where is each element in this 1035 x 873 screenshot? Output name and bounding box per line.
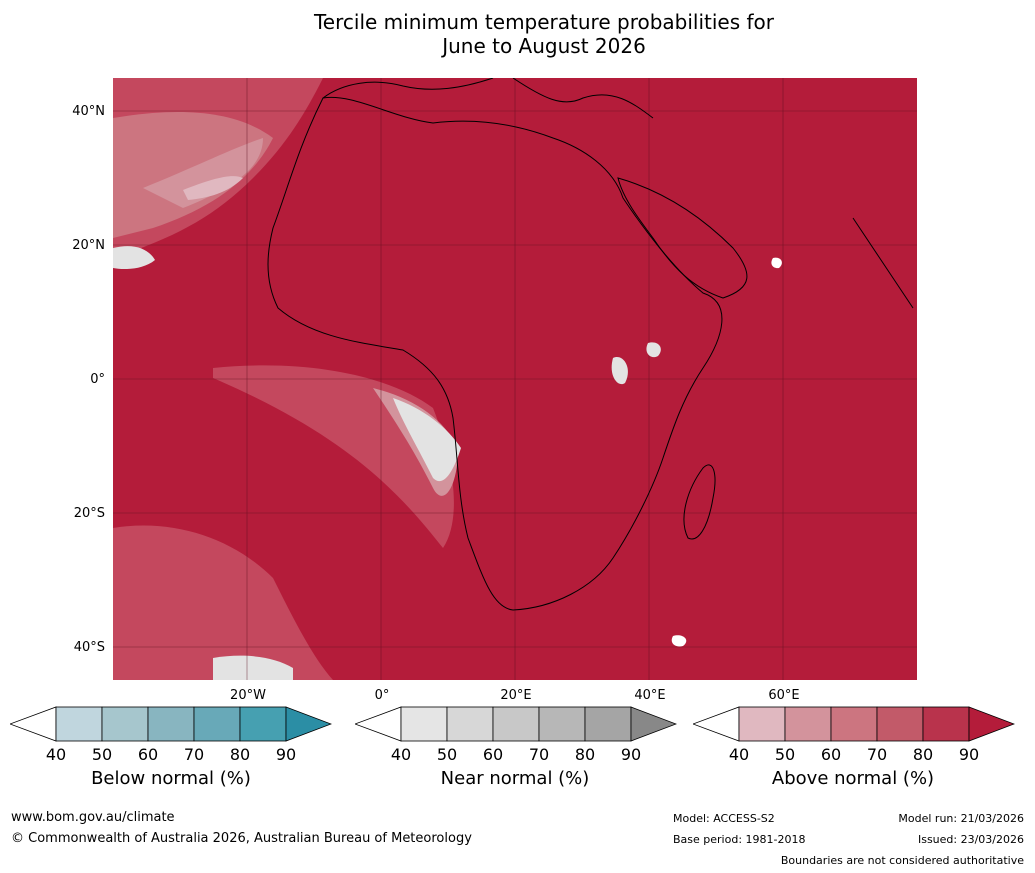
colorbar-above-tick: 60 bbox=[820, 745, 842, 764]
atlantic-band-3 bbox=[143, 138, 263, 208]
footer-issued: Issued: 23/03/2026 bbox=[917, 833, 1024, 846]
madagascar-coastline bbox=[683, 464, 716, 540]
south-indian-patch bbox=[671, 635, 687, 647]
colorbar-below-cell bbox=[101, 706, 149, 742]
colorbar-below-tick: 70 bbox=[183, 745, 205, 764]
chart-title: Tercile minimum temperature probabilitie… bbox=[0, 10, 1035, 58]
colorbar-above-tick: 70 bbox=[866, 745, 888, 764]
colorbar-below-cell bbox=[239, 706, 287, 742]
colorbar-near-cell bbox=[538, 706, 586, 742]
south-atlantic-near-normal bbox=[213, 655, 293, 680]
footer-model-run: Model run: 21/03/2026 bbox=[898, 812, 1024, 825]
colorbar-above-tick: 80 bbox=[912, 745, 934, 764]
colorbar-below-min-arrow bbox=[8, 706, 57, 742]
colorbar-above-tick: 90 bbox=[958, 745, 980, 764]
colorbar-above-cell bbox=[876, 706, 924, 742]
cape-verde-patch bbox=[113, 246, 155, 270]
gridlines bbox=[113, 78, 917, 680]
colorbar-above-tick: 50 bbox=[774, 745, 796, 764]
lon-label-0: 0° bbox=[374, 688, 390, 703]
colorbar-near-cell bbox=[492, 706, 540, 742]
south-atlantic-band bbox=[113, 525, 333, 680]
colorbar-below-normal bbox=[8, 706, 333, 746]
colorbar-near-tick: 80 bbox=[574, 745, 596, 764]
colorbar-above-min-arrow bbox=[691, 706, 740, 742]
colorbar-below-cell bbox=[193, 706, 241, 742]
east-africa-patch-1 bbox=[646, 342, 661, 358]
colorbar-above-max-arrow bbox=[968, 706, 1016, 742]
colorbar-near-title: Near normal (%) bbox=[440, 768, 590, 789]
colorbar-near-max-arrow bbox=[630, 706, 678, 742]
lon-label-20e: 20°E bbox=[500, 688, 532, 703]
footer-boundaries: Boundaries are not considered authoritat… bbox=[780, 854, 1024, 867]
colorbar-above-title: Above normal (%) bbox=[771, 768, 935, 789]
colorbar-above-cell bbox=[922, 706, 970, 742]
colorbar-near-min-arrow bbox=[353, 706, 402, 742]
colorbar-near-tick: 60 bbox=[482, 745, 504, 764]
colorbar-near-cell bbox=[446, 706, 494, 742]
colorbar-above-normal bbox=[691, 706, 1016, 746]
title-line-2: June to August 2026 bbox=[442, 34, 646, 58]
colorbar-near-normal bbox=[353, 706, 678, 746]
colorbar-below-tick: 50 bbox=[91, 745, 113, 764]
india-coastline bbox=[852, 217, 914, 309]
colorbar-near-tick: 90 bbox=[620, 745, 642, 764]
colorbar-below-svg bbox=[8, 706, 333, 742]
lat-label-20n: 20°N bbox=[72, 238, 105, 253]
title-line-1: Tercile minimum temperature probabilitie… bbox=[313, 10, 775, 34]
colorbar-near-cell bbox=[584, 706, 632, 742]
east-africa-patch-2 bbox=[611, 357, 628, 385]
arabian-sea-patch bbox=[771, 257, 782, 269]
colorbar-above-cell bbox=[784, 706, 832, 742]
map-svg bbox=[113, 78, 917, 680]
colorbar-below-tick: 90 bbox=[275, 745, 297, 764]
colorbar-near-tick: 70 bbox=[528, 745, 550, 764]
lon-label-60e: 60°E bbox=[768, 688, 800, 703]
lat-label-20s: 20°S bbox=[73, 506, 105, 521]
colorbar-near-cell bbox=[400, 706, 448, 742]
lat-label-40s: 40°S bbox=[73, 640, 105, 655]
europe-coastline bbox=[322, 78, 654, 119]
colorbar-above-cell bbox=[830, 706, 878, 742]
lon-label-20w: 20°W bbox=[230, 688, 266, 703]
colorbar-near-tick: 50 bbox=[436, 745, 458, 764]
colorbar-below-max-arrow bbox=[285, 706, 333, 742]
colorbar-below-tick: 40 bbox=[45, 745, 67, 764]
lon-label-40e: 40°E bbox=[634, 688, 666, 703]
colorbar-above-cell bbox=[738, 706, 786, 742]
africa-coastline bbox=[267, 96, 723, 611]
colorbar-below-cell bbox=[55, 706, 103, 742]
colorbar-above-tick: 40 bbox=[728, 745, 750, 764]
colorbar-near-svg bbox=[353, 706, 678, 742]
sw-africa-near-normal bbox=[393, 398, 461, 482]
footer-base-period: Base period: 1981-2018 bbox=[673, 833, 806, 846]
atlantic-band-4 bbox=[183, 176, 243, 200]
colorbar-below-title: Below normal (%) bbox=[91, 768, 251, 789]
colorbar-above-svg bbox=[691, 706, 1016, 742]
colorbar-below-tick: 80 bbox=[229, 745, 251, 764]
lat-label-40n: 40°N bbox=[72, 104, 105, 119]
colorbar-below-cell bbox=[147, 706, 195, 742]
colorbar-below-tick: 60 bbox=[137, 745, 159, 764]
colorbar-near-tick: 40 bbox=[390, 745, 412, 764]
footer-model: Model: ACCESS-S2 bbox=[673, 812, 775, 825]
footer-copyright: © Commonwealth of Australia 2026, Austra… bbox=[11, 831, 472, 846]
probability-map bbox=[113, 78, 917, 680]
arabia-coastline bbox=[617, 177, 748, 299]
footer-website: www.bom.gov.au/climate bbox=[11, 810, 175, 825]
lat-label-0: 0° bbox=[90, 372, 105, 387]
